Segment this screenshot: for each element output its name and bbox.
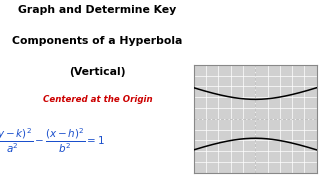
Text: Centered at the Origin: Centered at the Origin (43, 95, 152, 104)
Text: (Vertical): (Vertical) (69, 67, 126, 77)
Text: Graph and Determine Key: Graph and Determine Key (19, 5, 177, 15)
Text: Components of a Hyperbola: Components of a Hyperbola (12, 36, 183, 46)
Text: $\dfrac{(y-k)^2}{a^2} - \dfrac{(x-h)^2}{b^2} = 1$: $\dfrac{(y-k)^2}{a^2} - \dfrac{(x-h)^2}{… (0, 126, 106, 155)
